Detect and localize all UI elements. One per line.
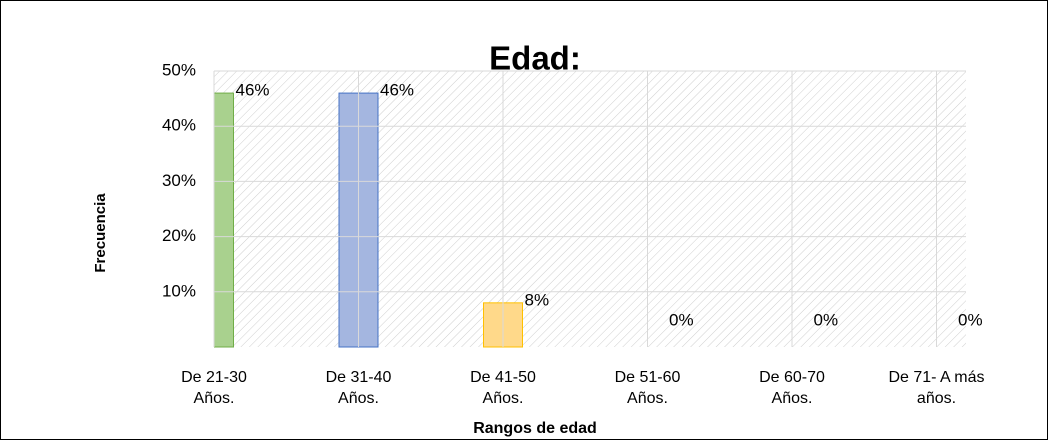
data-label: 46%: [236, 81, 270, 100]
data-label: 46%: [380, 81, 414, 100]
y-tick-label: 20%: [162, 226, 196, 245]
y-tick-label: 30%: [162, 171, 196, 190]
bar: [214, 92, 234, 348]
y-tick-label: 50%: [162, 60, 196, 79]
x-tick-label: De 60-70 Años.: [759, 369, 825, 407]
data-label: 0%: [958, 310, 983, 329]
x-tick-label: De 71- A más años.: [888, 369, 985, 407]
x-tick-label: De 21-30 Años.: [181, 369, 247, 407]
x-axis-label: Rangos de edad: [473, 420, 597, 437]
x-tick-label: De 41-50 Años.: [470, 369, 536, 407]
y-tick-label: 10%: [162, 281, 196, 300]
data-label: 0%: [814, 310, 839, 329]
y-tick-label: 40%: [162, 116, 196, 135]
x-tick-label: De 51-60 Años.: [614, 369, 681, 407]
data-label: 8%: [525, 290, 550, 309]
plot-background: [214, 71, 966, 347]
y-axis-label: Frecuencia: [92, 193, 109, 273]
x-tick-label: De 31-40 Años.: [325, 369, 392, 407]
data-label: 0%: [669, 310, 694, 329]
